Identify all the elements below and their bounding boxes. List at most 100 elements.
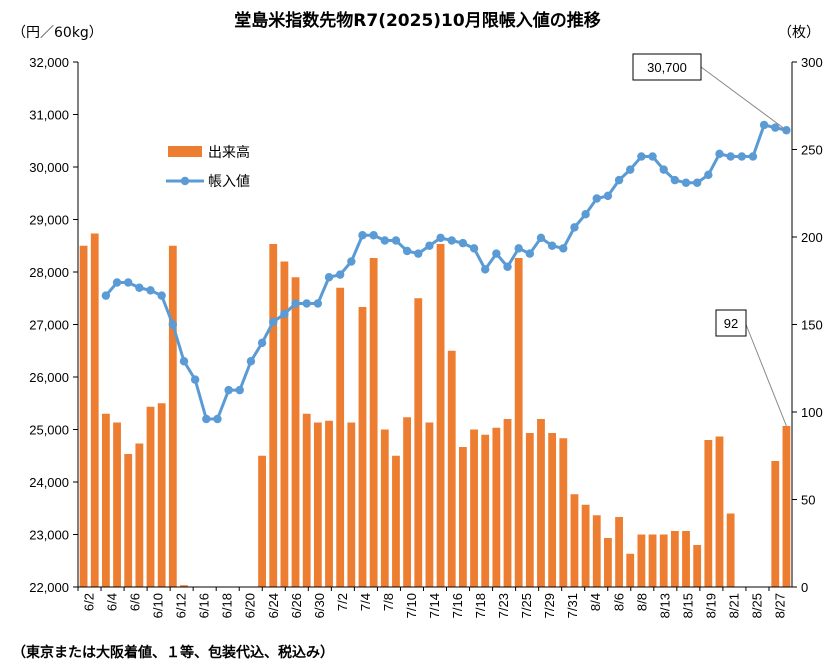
x-tick-label: 6/10 — [151, 593, 166, 618]
volume-bar — [771, 461, 780, 587]
price-point — [157, 291, 166, 300]
x-tick-label: 8/6 — [611, 593, 626, 611]
price-point — [481, 265, 490, 274]
right-tick-label: 300 — [801, 55, 823, 70]
x-tick-label: 8/25 — [750, 593, 765, 618]
volume-bar — [581, 504, 590, 587]
volume-bar — [258, 455, 266, 587]
price-point — [179, 357, 189, 366]
x-tick-label: 7/4 — [358, 593, 373, 611]
price-point — [603, 191, 613, 201]
volume-bar — [135, 443, 144, 587]
price-point — [581, 210, 590, 219]
volume-bar — [392, 455, 400, 587]
price-point — [146, 286, 155, 295]
price-point — [391, 236, 401, 245]
volume-bar — [570, 494, 579, 587]
price-point — [425, 241, 434, 250]
price-point — [492, 249, 501, 258]
price-point — [436, 233, 445, 243]
price-point — [190, 375, 200, 384]
legend-volume-swatch — [168, 146, 202, 157]
volume-bar — [447, 350, 456, 587]
volume-bar — [537, 419, 545, 587]
volume-bar — [548, 433, 557, 587]
volume-bar — [726, 513, 735, 587]
price-callout-box — [632, 53, 702, 81]
x-tick-label: 7/29 — [542, 593, 557, 618]
volume-bar — [604, 538, 612, 587]
volume-bar — [146, 406, 155, 587]
price-line — [101, 120, 791, 424]
volume-bar — [592, 515, 601, 587]
price-point — [202, 414, 211, 424]
volume-bar — [782, 426, 791, 587]
volume-bar — [302, 413, 311, 587]
left-tick-label: 30,000 — [29, 160, 69, 175]
x-tick-label: 6/24 — [266, 593, 281, 618]
price-point — [626, 165, 635, 174]
price-callout-text: 30,700 — [647, 60, 687, 75]
volume-bar — [670, 531, 679, 587]
x-tick-label: 8/27 — [773, 593, 788, 618]
price-point — [324, 273, 334, 282]
right-tick-label: 50 — [801, 493, 815, 508]
price-point — [380, 236, 389, 245]
right-tick-label: 100 — [801, 405, 823, 420]
volume-bar — [101, 413, 110, 587]
volume-bar — [559, 438, 568, 587]
volume-bar — [79, 245, 88, 587]
price-point — [592, 194, 601, 203]
price-point — [458, 238, 468, 248]
x-tick-label: 7/10 — [404, 593, 419, 618]
x-tick-label: 7/8 — [381, 593, 396, 611]
price-callout-leader — [700, 66, 787, 131]
left-tick-label: 32,000 — [29, 55, 69, 70]
price-point — [447, 236, 456, 245]
left-tick-label: 29,000 — [29, 213, 69, 228]
price-point — [547, 241, 557, 250]
x-tick-label: 6/30 — [312, 593, 327, 618]
price-point — [469, 244, 479, 253]
left-tick-label: 26,000 — [29, 370, 69, 385]
volume-bar — [458, 447, 467, 587]
price-point — [313, 299, 323, 308]
volume-bar — [269, 244, 278, 587]
price-point — [704, 170, 713, 180]
x-tick-label: 7/31 — [565, 593, 580, 618]
right-tick-label: 0 — [801, 580, 808, 595]
x-tick-label: 7/2 — [335, 593, 350, 611]
price-point — [213, 414, 222, 424]
volume-bar — [704, 440, 713, 587]
x-tick-label: 6/26 — [289, 593, 304, 618]
x-tick-label: 6/4 — [105, 593, 120, 611]
price-point — [670, 175, 680, 185]
x-tick-label: 6/20 — [243, 593, 258, 618]
price-point — [369, 231, 378, 240]
volume-bar — [425, 422, 434, 587]
x-tick-label: 8/15 — [680, 593, 695, 618]
x-tick-label: 8/4 — [588, 593, 603, 611]
volume-bar — [325, 420, 333, 587]
price-point — [257, 338, 267, 348]
price-point — [224, 385, 233, 395]
price-point — [112, 278, 122, 287]
price-point — [269, 317, 278, 327]
volume-bar — [715, 436, 724, 587]
price-point — [637, 152, 646, 161]
volume-bar — [648, 534, 657, 587]
volume-bar — [514, 258, 523, 587]
x-tick-label: 6/12 — [174, 593, 189, 618]
price-point — [759, 120, 769, 130]
price-point — [335, 270, 345, 279]
price-point — [402, 246, 412, 256]
price-point — [737, 152, 746, 161]
left-tick-label: 24,000 — [29, 475, 69, 490]
volume-callout-leader — [744, 321, 787, 427]
x-tick-label: 6/16 — [197, 593, 212, 618]
volume-bar — [157, 403, 166, 587]
axes: 22,000 23,000 24,000 25,000 26,000 27,000 28,0… — [29, 55, 822, 618]
price-point — [291, 299, 300, 308]
price-point — [503, 262, 512, 271]
volume-bar — [481, 434, 490, 587]
